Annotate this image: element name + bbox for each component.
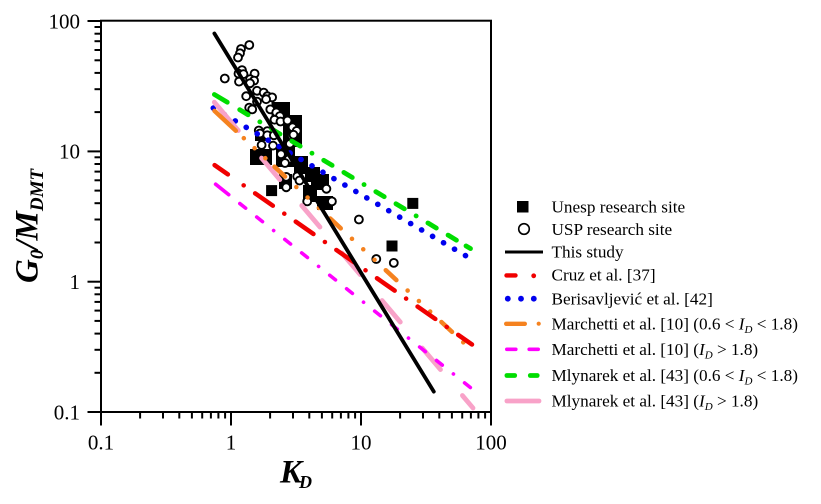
svg-text:Marchetti et al. [10] (0.6 < I: Marchetti et al. [10] (0.6 < ID < 1.8) (552, 315, 798, 337)
svg-text:This study: This study (552, 243, 625, 262)
svg-text:Mlynarek et al. [43] (0.6 < ID: Mlynarek et al. [43] (0.6 < ID < 1.8) (552, 366, 798, 388)
svg-text:G0/MDMT: G0/MDMT (10, 168, 49, 283)
svg-text:Berisavljević et al. [42]: Berisavljević et al. [42] (552, 289, 713, 308)
svg-text:0.1: 0.1 (54, 400, 80, 424)
svg-text:Marchetti et al. [10] (ID > 1.: Marchetti et al. [10] (ID > 1.8) (552, 340, 759, 362)
svg-text:USP research site: USP research site (552, 220, 673, 239)
svg-text:1: 1 (70, 270, 81, 294)
svg-text:10: 10 (351, 431, 372, 455)
svg-text:1: 1 (226, 431, 237, 455)
svg-text:100: 100 (475, 431, 507, 455)
svg-text:Cruz et al. [37]: Cruz et al. [37] (552, 266, 656, 285)
svg-text:Unesp research site: Unesp research site (552, 198, 686, 217)
svg-text:Mlynarek et al. [43] (ID > 1.8: Mlynarek et al. [43] (ID > 1.8) (552, 392, 759, 414)
svg-text:0.1: 0.1 (88, 431, 114, 455)
svg-text:10: 10 (59, 140, 80, 164)
svg-text:100: 100 (49, 9, 81, 33)
